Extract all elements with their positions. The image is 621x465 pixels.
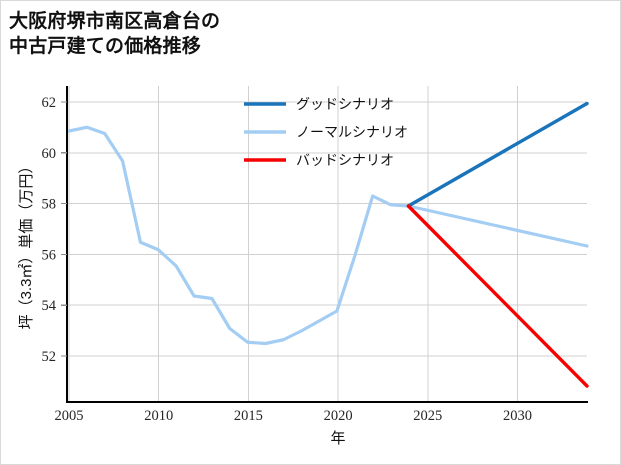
- legend-item-good[interactable]: グッドシナリオ: [244, 96, 394, 112]
- y-tick-label: 54: [42, 298, 57, 314]
- x-tick-label: 2010: [144, 408, 173, 424]
- legend-item-normal[interactable]: ノーマルシナリオ: [244, 124, 408, 140]
- x-tick-label: 2015: [234, 408, 263, 424]
- legend-label-normal: ノーマルシナリオ: [296, 124, 408, 140]
- x-tick-label: 2030: [503, 408, 532, 424]
- axis-spines: [65, 86, 588, 404]
- line-bad-scenario: [406, 204, 589, 388]
- y-axis-tickmarks: [61, 101, 67, 357]
- y-tick-label: 56: [42, 247, 57, 263]
- grid-lines-vertical: [68, 86, 518, 401]
- series-bad-scenario: [406, 204, 589, 388]
- y-tick-label: 60: [42, 146, 57, 162]
- page-title: 大阪府堺市南区高倉台の 中古戸建ての価格推移: [9, 11, 221, 58]
- legend-item-bad[interactable]: バッドシナリオ: [244, 152, 394, 168]
- x-tick-label: 2025: [413, 408, 442, 424]
- chart-legend: グッドシナリオ ノーマルシナリオ バッドシナリオ: [244, 96, 408, 168]
- legend-label-bad: バッドシナリオ: [296, 152, 394, 168]
- line-good-scenario: [406, 101, 589, 208]
- grid-lines-horizontal: [67, 101, 587, 357]
- legend-label-good: グッドシナリオ: [296, 96, 394, 112]
- x-axis-title: 年: [330, 430, 345, 447]
- x-axis-tick-labels: 2005 2010 2015 2020 2025 2030: [55, 408, 533, 424]
- series-normal-scenario: [67, 125, 589, 346]
- y-tick-label: 52: [42, 349, 57, 365]
- y-tick-label: 62: [42, 95, 57, 111]
- x-tick-label: 2020: [324, 408, 353, 424]
- y-axis-tick-labels: 52 54 56 58 60 62: [42, 95, 57, 365]
- y-axis-title: 坪（3.3㎡）単価（万円）: [18, 159, 35, 330]
- y-tick-label: 58: [42, 197, 57, 213]
- series-good-scenario: [406, 101, 589, 208]
- line-normal-scenario: [67, 125, 589, 346]
- x-tick-label: 2005: [55, 408, 84, 424]
